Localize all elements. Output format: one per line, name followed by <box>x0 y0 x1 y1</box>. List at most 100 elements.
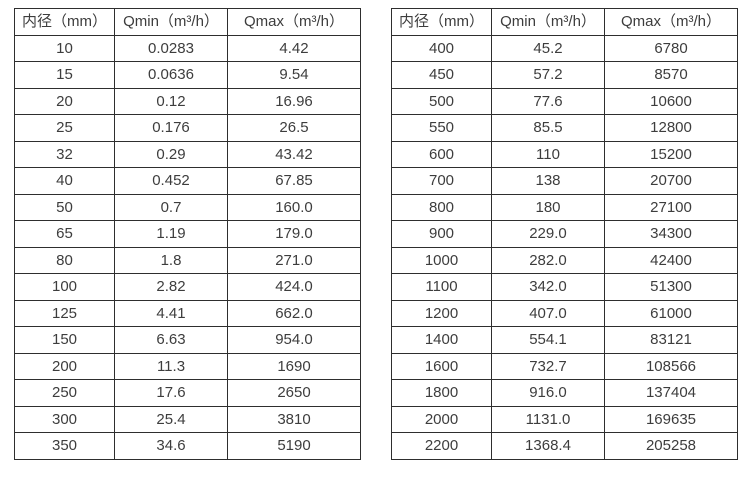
cell-diameter: 700 <box>391 167 492 195</box>
cell-qmin: 77.6 <box>491 87 605 115</box>
cell-qmin: 1.8 <box>114 246 228 274</box>
cell-qmax: 27100 <box>604 193 738 221</box>
cell-qmin: 0.176 <box>114 114 228 142</box>
table-header-row: 内径（mm） Qmin（m³/h） Qmax（m³/h） <box>14 8 361 36</box>
table-row: 20 0.12 16.96 <box>14 87 361 115</box>
cell-qmax: 8570 <box>604 61 738 89</box>
table-row: 65 1.19 179.0 <box>14 220 361 248</box>
cell-qmax: 954.0 <box>227 326 361 354</box>
cell-qmax: 12800 <box>604 114 738 142</box>
cell-qmin: 17.6 <box>114 379 228 407</box>
cell-diameter: 1200 <box>391 299 492 327</box>
table-row: 700 138 20700 <box>391 167 738 195</box>
cell-qmax: 3810 <box>227 405 361 433</box>
cell-qmin: 342.0 <box>491 273 605 301</box>
table-row: 350 34.6 5190 <box>14 432 361 460</box>
cell-qmax: 4.42 <box>227 34 361 62</box>
cell-qmax: 2650 <box>227 379 361 407</box>
cell-diameter: 40 <box>14 167 115 195</box>
header-cell-diameter: 内径（mm） <box>14 8 115 36</box>
cell-qmin: 554.1 <box>491 326 605 354</box>
cell-diameter: 25 <box>14 114 115 142</box>
table-row: 1400 554.1 83121 <box>391 326 738 354</box>
table-row: 550 85.5 12800 <box>391 114 738 142</box>
cell-qmin: 0.12 <box>114 87 228 115</box>
cell-qmax: 137404 <box>604 379 738 407</box>
cell-diameter: 100 <box>14 273 115 301</box>
table-row: 1000 282.0 42400 <box>391 246 738 274</box>
cell-qmin: 4.41 <box>114 299 228 327</box>
cell-diameter: 600 <box>391 140 492 168</box>
cell-diameter: 550 <box>391 114 492 142</box>
table-row: 1100 342.0 51300 <box>391 273 738 301</box>
table-row: 2200 1368.4 205258 <box>391 432 738 460</box>
cell-qmax: 205258 <box>604 432 738 460</box>
cell-diameter: 1000 <box>391 246 492 274</box>
cell-diameter: 50 <box>14 193 115 221</box>
cell-qmax: 6780 <box>604 34 738 62</box>
cell-qmin: 2.82 <box>114 273 228 301</box>
cell-qmax: 1690 <box>227 352 361 380</box>
table-header-row: 内径（mm） Qmin（m³/h） Qmax（m³/h） <box>391 8 738 36</box>
cell-qmin: 110 <box>491 140 605 168</box>
table-row: 1800 916.0 137404 <box>391 379 738 407</box>
cell-qmax: 43.42 <box>227 140 361 168</box>
cell-diameter: 200 <box>14 352 115 380</box>
cell-qmax: 108566 <box>604 352 738 380</box>
cell-diameter: 1400 <box>391 326 492 354</box>
table-row: 600 110 15200 <box>391 140 738 168</box>
cell-qmax: 424.0 <box>227 273 361 301</box>
cell-diameter: 20 <box>14 87 115 115</box>
cell-diameter: 1600 <box>391 352 492 380</box>
table-row: 450 57.2 8570 <box>391 61 738 89</box>
cell-diameter: 900 <box>391 220 492 248</box>
cell-qmin: 1368.4 <box>491 432 605 460</box>
table-row: 800 180 27100 <box>391 193 738 221</box>
header-cell-qmax: Qmax（m³/h） <box>604 8 738 36</box>
cell-qmin: 57.2 <box>491 61 605 89</box>
table-row: 250 17.6 2650 <box>14 379 361 407</box>
cell-qmax: 10600 <box>604 87 738 115</box>
cell-qmax: 67.85 <box>227 167 361 195</box>
table-row: 900 229.0 34300 <box>391 220 738 248</box>
cell-diameter: 400 <box>391 34 492 62</box>
cell-qmax: 662.0 <box>227 299 361 327</box>
cell-diameter: 500 <box>391 87 492 115</box>
cell-qmin: 45.2 <box>491 34 605 62</box>
cell-qmin: 916.0 <box>491 379 605 407</box>
cell-qmin: 6.63 <box>114 326 228 354</box>
cell-diameter: 350 <box>14 432 115 460</box>
table-row: 200 11.3 1690 <box>14 352 361 380</box>
cell-qmin: 11.3 <box>114 352 228 380</box>
cell-qmin: 407.0 <box>491 299 605 327</box>
cell-qmin: 0.0283 <box>114 34 228 62</box>
cell-qmax: 5190 <box>227 432 361 460</box>
table-row: 2000 1131.0 169635 <box>391 405 738 433</box>
cell-qmin: 229.0 <box>491 220 605 248</box>
cell-diameter: 1100 <box>391 273 492 301</box>
table-row: 10 0.0283 4.42 <box>14 34 361 62</box>
cell-qmin: 0.452 <box>114 167 228 195</box>
table-row: 40 0.452 67.85 <box>14 167 361 195</box>
header-cell-qmin: Qmin（m³/h） <box>491 8 605 36</box>
cell-qmin: 180 <box>491 193 605 221</box>
cell-qmin: 85.5 <box>491 114 605 142</box>
cell-qmax: 179.0 <box>227 220 361 248</box>
cell-qmax: 9.54 <box>227 61 361 89</box>
cell-qmin: 1.19 <box>114 220 228 248</box>
cell-qmin: 732.7 <box>491 352 605 380</box>
tables-container: 内径（mm） Qmin（m³/h） Qmax（m³/h） 10 0.0283 4.4… <box>14 8 738 460</box>
cell-qmax: 83121 <box>604 326 738 354</box>
cell-qmin: 0.7 <box>114 193 228 221</box>
cell-diameter: 800 <box>391 193 492 221</box>
header-cell-diameter: 内径（mm） <box>391 8 492 36</box>
cell-qmax: 34300 <box>604 220 738 248</box>
cell-qmin: 0.0636 <box>114 61 228 89</box>
table-body-left: 10 0.0283 4.42 15 0.0636 9.54 20 0.12 16.96 25 0.1… <box>14 34 361 460</box>
cell-diameter: 15 <box>14 61 115 89</box>
cell-diameter: 32 <box>14 140 115 168</box>
cell-qmax: 169635 <box>604 405 738 433</box>
cell-diameter: 80 <box>14 246 115 274</box>
cell-qmin: 1131.0 <box>491 405 605 433</box>
table-row: 15 0.0636 9.54 <box>14 61 361 89</box>
